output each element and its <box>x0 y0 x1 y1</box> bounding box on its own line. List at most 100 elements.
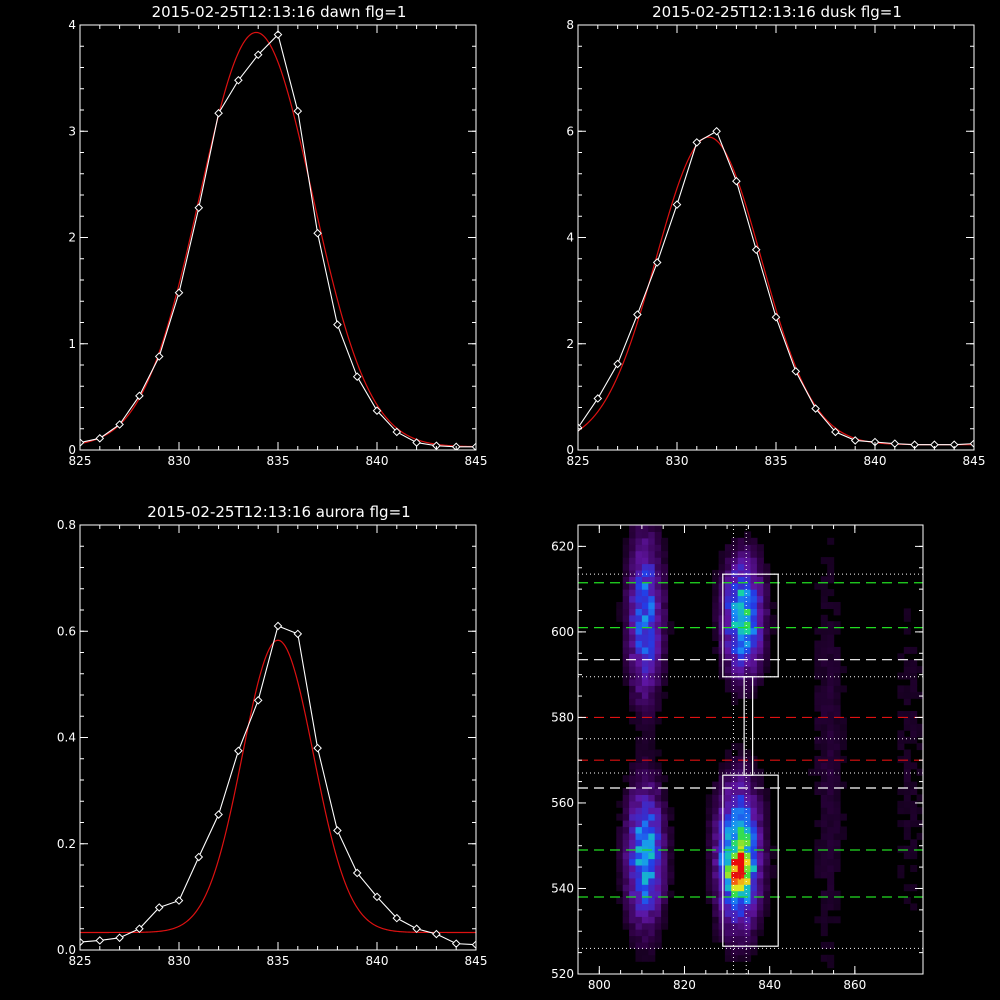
heatmap-cell <box>629 909 637 917</box>
heatmap-cell <box>654 749 662 757</box>
heatmap-cell <box>712 614 720 622</box>
dawn-data-point <box>313 228 322 238</box>
heatmap-cell <box>916 820 924 828</box>
heatmap-cell <box>769 627 777 635</box>
heatmap-cell <box>629 704 637 712</box>
heatmap-cell <box>750 929 758 937</box>
heatmap-cell <box>641 832 649 840</box>
heatmap-cell <box>629 839 637 847</box>
heatmap-cell <box>641 531 649 539</box>
heatmap-cell <box>903 775 911 783</box>
heatmap-cell <box>705 897 713 904</box>
heatmap-cell <box>712 916 720 924</box>
heatmap-cell <box>648 775 656 783</box>
heatmap-cell <box>661 659 669 667</box>
heatmap-cell <box>763 640 771 648</box>
heatmap-cell <box>635 525 643 532</box>
heatmap-cell <box>622 775 630 783</box>
heatmap-cell <box>635 768 643 776</box>
heatmap-cell <box>648 755 656 763</box>
heatmap-cell <box>724 608 732 616</box>
heatmap-cell <box>833 723 841 731</box>
heatmap-cell <box>750 916 758 924</box>
heatmap-cell <box>916 666 924 674</box>
heatmap-cell <box>744 762 752 770</box>
heatmap-cell <box>744 954 752 962</box>
heatmap-cell <box>737 614 745 622</box>
heatmap-cell <box>737 576 745 584</box>
heatmap-cell <box>629 897 637 904</box>
heatmap-cell <box>622 666 630 674</box>
heatmap-cell <box>648 621 656 629</box>
heatmap-cell <box>622 640 630 648</box>
heatmap-cell <box>737 839 745 847</box>
heatmap-cell <box>654 826 662 834</box>
heatmap-cell <box>712 884 720 892</box>
heatmap-cell <box>635 807 643 815</box>
heatmap-cell <box>910 845 918 853</box>
heatmap-cell <box>737 813 745 821</box>
heatmap-cell <box>827 775 835 783</box>
heatmap-cell <box>667 845 675 853</box>
heatmap-cell <box>648 723 656 731</box>
aurora-plot-title: 2015-02-25T12:13:16 aurora flg=1 <box>147 503 410 521</box>
heatmap-cell <box>744 788 752 795</box>
heatmap-cell <box>661 820 669 828</box>
heatmap-cell <box>661 890 669 898</box>
heatmap-cell <box>827 961 835 969</box>
heatmap-cell <box>820 832 828 840</box>
heatmap-cell <box>737 691 745 699</box>
dawn-data-point <box>273 30 283 39</box>
heatmap-cell <box>718 621 726 629</box>
heatmap-cell <box>820 685 828 693</box>
heatmap-cell <box>737 550 745 558</box>
heatmap-cell <box>750 807 758 815</box>
heatmap-cell <box>648 627 656 635</box>
dusk-y-tick-label: 6 <box>566 124 574 138</box>
heatmap-cell <box>750 569 758 577</box>
heatmap-cell <box>641 537 649 545</box>
heatmap-cell <box>820 711 828 718</box>
heatmap-cell <box>661 922 669 930</box>
heatmap-cell <box>814 717 822 725</box>
heatmap-cell <box>839 755 847 763</box>
heatmap-cell <box>641 736 649 744</box>
dusk-data-point <box>751 245 761 255</box>
heatmap-cell <box>763 621 771 629</box>
heatmap-cell <box>648 922 656 930</box>
heatmap-cell <box>910 666 918 674</box>
dawn-data-point <box>174 288 184 298</box>
heatmap-cell <box>641 704 649 712</box>
heatmap-cell <box>744 755 752 763</box>
heatmap-cell <box>820 941 828 949</box>
heatmap-cell <box>750 922 758 930</box>
heatmap-cell <box>724 678 732 686</box>
heatmap-cell <box>756 640 764 648</box>
heatmap-cell <box>763 794 771 802</box>
spectral-image-heatmap <box>616 525 924 969</box>
heatmap-cell <box>635 897 643 904</box>
heatmap-cell <box>750 794 758 802</box>
heatmap-cell <box>763 595 771 603</box>
heatmap-cell <box>616 877 624 885</box>
heatmap-cell <box>903 659 911 667</box>
heatmap-cell <box>731 884 739 892</box>
heatmap-cell <box>744 608 752 616</box>
heatmap-cell <box>641 820 649 828</box>
dawn-x-tick-label: 845 <box>465 454 488 468</box>
heatmap-cell <box>916 691 924 699</box>
heatmap-cell <box>750 621 758 629</box>
heatmap-cell <box>910 839 918 847</box>
dawn-data-point <box>135 391 144 401</box>
heatmap-cell <box>820 852 828 860</box>
aurora-y-tick-label: 0.0 <box>57 943 76 957</box>
heatmap-cell <box>731 569 739 577</box>
heatmap-cell <box>833 621 841 629</box>
heatmap-cell <box>827 832 835 840</box>
heatmap-cell <box>737 794 745 802</box>
heatmap-cell <box>827 666 835 674</box>
heatmap-cell <box>712 608 720 616</box>
heatmap-cell <box>769 614 777 622</box>
heatmap-cell <box>827 557 835 565</box>
heatmap-cell <box>629 781 637 789</box>
